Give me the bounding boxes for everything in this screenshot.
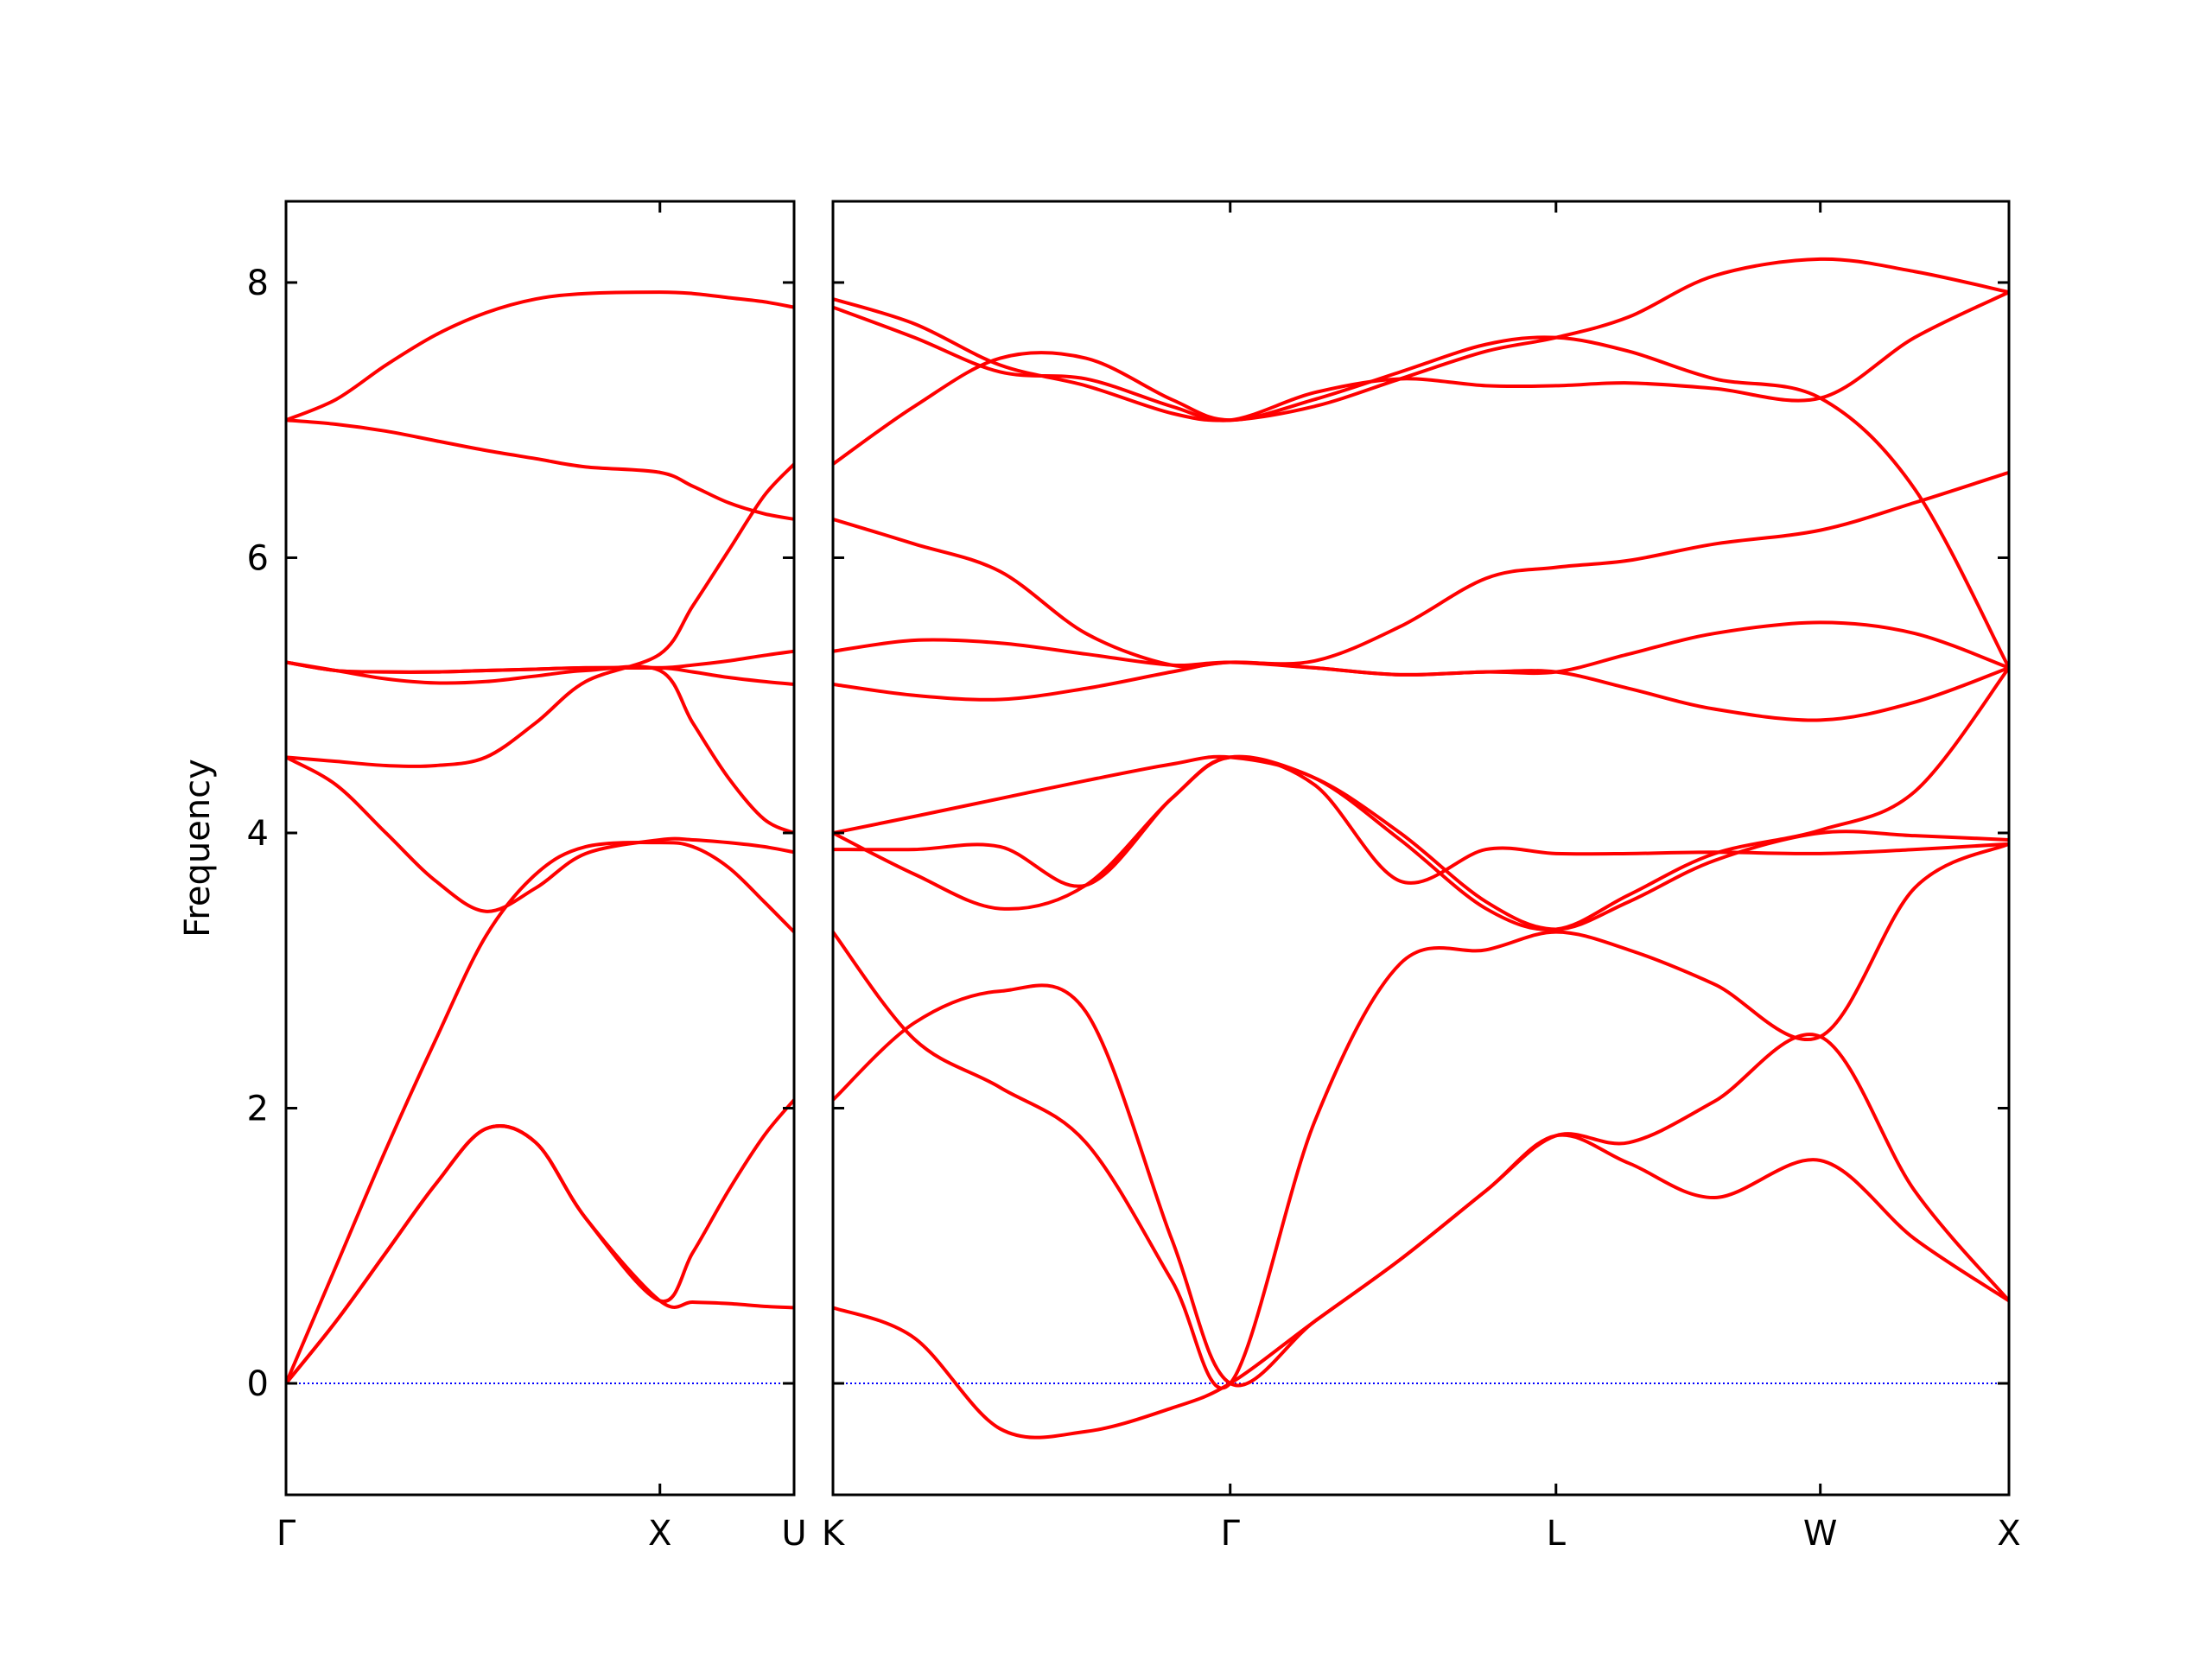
y-tick-label: 2 <box>247 1089 269 1128</box>
band-line <box>833 335 2009 669</box>
plot-area <box>286 290 794 1385</box>
plot-frame <box>831 200 2011 1497</box>
y-tick-label: 8 <box>247 264 269 303</box>
band-line <box>833 754 2009 888</box>
x-tick-label: X <box>1997 1514 2020 1554</box>
x-tick-label: K <box>822 1514 846 1554</box>
band-line <box>833 983 2009 1388</box>
x-tick-label: L <box>1547 1514 1567 1554</box>
band-line <box>833 257 2009 423</box>
band-line <box>286 755 794 913</box>
band-line <box>286 418 794 521</box>
y-tick-label: 6 <box>247 538 269 578</box>
band-line <box>833 620 2009 677</box>
band-line <box>833 842 2009 1390</box>
x-tick-label: Γ <box>1221 1514 1241 1554</box>
band-line <box>286 290 794 423</box>
plot-frame <box>284 200 796 1497</box>
y-axis-label: Frequency <box>178 759 218 938</box>
x-tick-label: U <box>781 1514 806 1554</box>
plot-area <box>833 257 2009 1440</box>
band-line <box>833 666 2009 931</box>
y-tick-label: 4 <box>247 814 269 854</box>
y-tick-label: 0 <box>247 1364 269 1404</box>
band-line <box>286 660 794 835</box>
x-tick-label: X <box>648 1514 671 1554</box>
x-tick-label: W <box>1803 1514 1838 1554</box>
band-line <box>286 841 794 1384</box>
x-tick-label: Γ <box>276 1514 296 1554</box>
band-line <box>286 649 794 674</box>
band-line <box>286 1098 794 1385</box>
band-line <box>286 462 794 768</box>
band-line <box>833 470 2009 669</box>
